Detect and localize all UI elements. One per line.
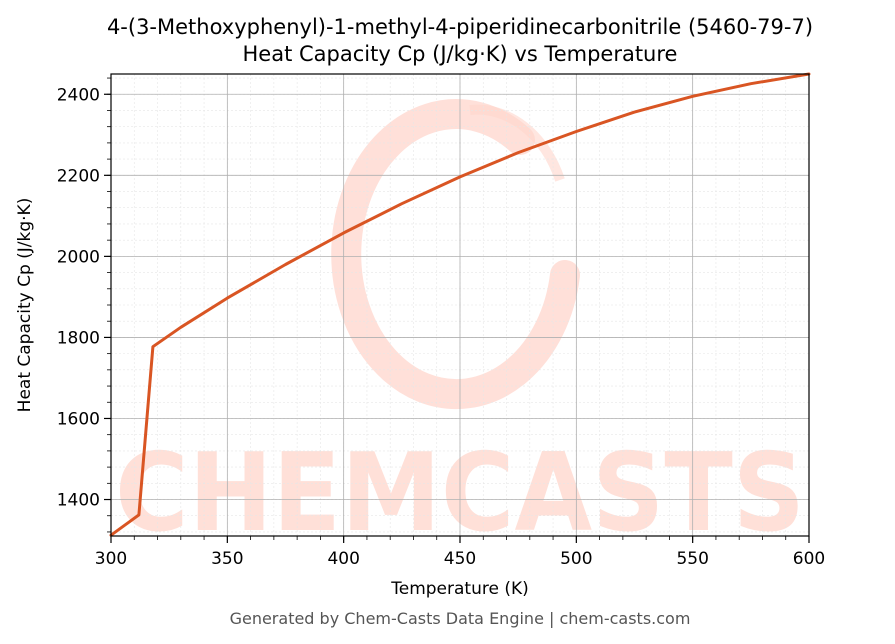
x-axis-label: Temperature (K) <box>390 579 529 599</box>
x-tick-label: 550 <box>676 549 708 569</box>
x-tick-label: 400 <box>327 549 359 569</box>
series-line <box>109 72 811 537</box>
x-axis: 300 350 400 450 500 550 600 <box>95 536 825 569</box>
y-tick-label: 1800 <box>57 328 100 348</box>
chart-title: 4-(3-Methoxyphenyl)-1-methyl-4-piperidin… <box>107 15 813 39</box>
x-tick-label: 600 <box>793 549 825 569</box>
y-tick-label: 2000 <box>57 247 100 267</box>
x-tick-label: 300 <box>95 549 127 569</box>
x-tick-label: 450 <box>444 549 476 569</box>
series-layer <box>109 72 811 537</box>
y-axis-label: Heat Capacity Cp (J/kg·K) <box>15 198 35 413</box>
x-tick-label: 500 <box>560 549 592 569</box>
y-tick-label: 1600 <box>57 409 100 429</box>
footer-credit: Generated by Chem-Casts Data Engine | ch… <box>230 609 691 628</box>
y-tick-label: 2200 <box>57 166 100 186</box>
y-tick-label: 1400 <box>57 491 100 511</box>
y-tick-label: 2400 <box>57 85 100 105</box>
chart-subtitle: Heat Capacity Cp (J/kg·K) vs Temperature <box>243 42 678 66</box>
x-tick-label: 350 <box>211 549 243 569</box>
y-axis: 1400 1600 1800 2000 2200 2400 <box>57 77 111 533</box>
